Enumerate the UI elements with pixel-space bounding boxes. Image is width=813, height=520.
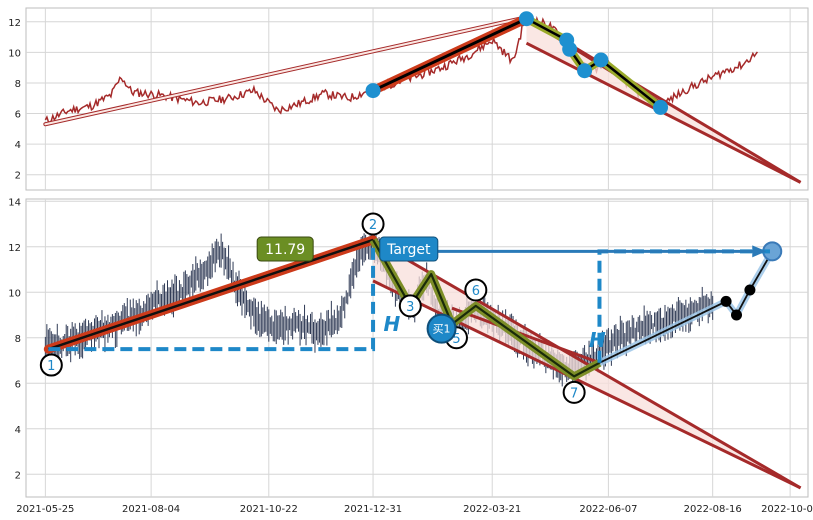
target-label-box [379, 236, 439, 262]
y-tick-label: 2 [15, 470, 21, 481]
y-tick-label: 14 [8, 197, 21, 208]
h-label: H [589, 328, 606, 352]
y-tick-label: 12 [8, 243, 21, 254]
y-tick-label: 6 [15, 110, 21, 121]
top-chart: 2 4 6 8 10 12 [8, 7, 809, 191]
y-tick-label: 2 [15, 171, 21, 182]
target-label-text: Target [386, 242, 431, 258]
x-tick-label: 2022-10-07 [761, 504, 813, 515]
h-guide [48, 242, 376, 352]
x-tick-label: 2022-06-07 [579, 504, 637, 515]
wave-number-label: 5 [452, 332, 460, 347]
wave-marker [562, 41, 578, 57]
plot-frame [25, 7, 809, 191]
x-tick-label: 2021-12-31 [344, 504, 402, 515]
wave-number-circle [398, 294, 422, 318]
y-tick-label: 10 [8, 48, 21, 59]
h-label: H [383, 312, 400, 336]
buy-marker [426, 313, 457, 344]
y-tick-label: 12 [8, 18, 21, 29]
wave-number-circle [562, 380, 586, 404]
buy-marker-label: 买1 [433, 323, 451, 336]
main-trend-line [47, 238, 374, 351]
wave-number-circle [464, 278, 488, 302]
wedge-line [451, 306, 600, 365]
x-tick-label: 2021-08-04 [122, 504, 180, 515]
y-tick-label: 8 [15, 79, 21, 90]
projection-point [720, 295, 732, 307]
wedge-line [372, 238, 802, 490]
price-label-box [256, 236, 314, 262]
y-tick-label: 4 [15, 425, 21, 436]
up-wave-line [372, 17, 528, 92]
wave-number-label: 7 [570, 386, 578, 401]
projection-point [744, 284, 756, 296]
down-wave-line [525, 17, 662, 109]
arrow-trend-inner [44, 16, 528, 126]
y-tick-label: 10 [8, 288, 21, 299]
x-tick-label: 2021-10-22 [240, 504, 298, 515]
price-label-text: 11.79 [265, 242, 305, 258]
wave-marker [593, 52, 609, 68]
x-tick-label: 2022-03-21 [463, 504, 521, 515]
wave-marker [518, 11, 534, 27]
wave-number-label: 2 [369, 218, 377, 233]
wave-number-circle [39, 353, 63, 377]
wave-number-label: 3 [406, 300, 414, 315]
x-axis-labels: 2021-05-25 2021-08-04 2021-10-22 2021-12-31… [16, 504, 813, 515]
wave-marker [577, 63, 593, 79]
y-tick-label: 6 [15, 379, 21, 390]
y-tick-label: 4 [15, 140, 21, 151]
wave-number-label: 1 [47, 359, 55, 374]
x-tick-label: 2022-08-16 [684, 504, 742, 515]
wave-marker [653, 99, 669, 115]
wave-number-circle [361, 212, 385, 236]
wave-number-label: 6 [472, 284, 480, 299]
y-tick-label: 8 [15, 334, 21, 345]
x-tick-label: 2021-05-25 [16, 504, 74, 515]
projection-point [731, 309, 743, 321]
wave-marker [365, 83, 381, 99]
target-arrow-head [752, 245, 767, 258]
